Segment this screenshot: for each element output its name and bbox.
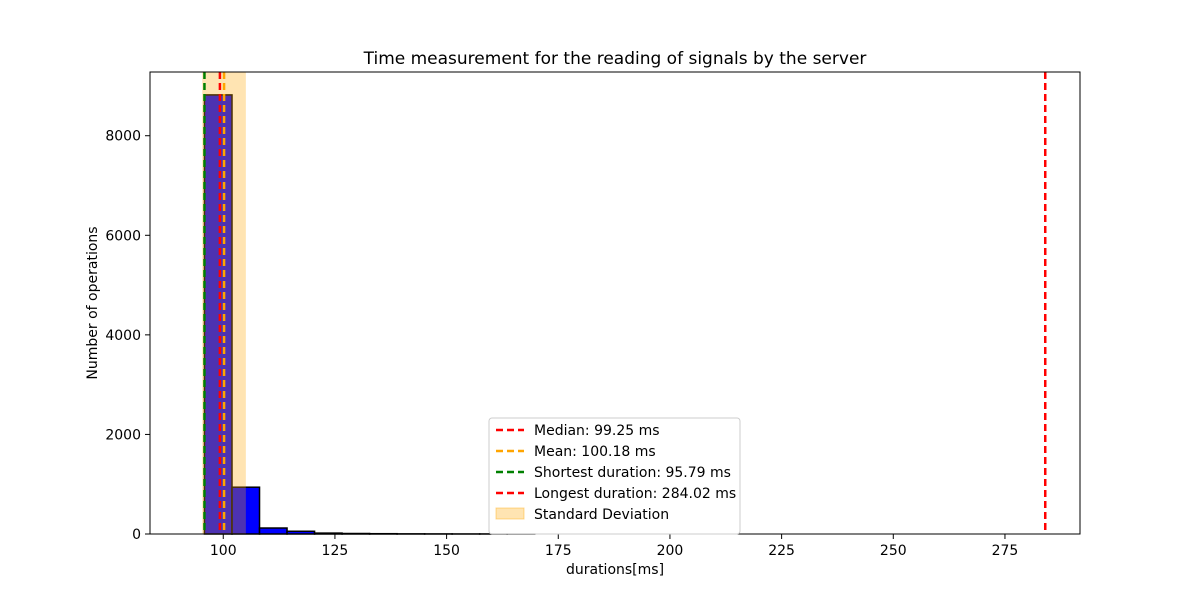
y-tick-label: 8000 bbox=[105, 129, 141, 145]
legend-label: Median: 99.25 ms bbox=[534, 423, 660, 439]
x-tick-label: 275 bbox=[992, 543, 1019, 559]
x-tick-label: 200 bbox=[657, 543, 684, 559]
legend: Median: 99.25 ms Mean: 100.18 ms Shortest … bbox=[488, 417, 741, 535]
legend-label: Shortest duration: 95.79 ms bbox=[534, 465, 731, 481]
chart-title: Time measurement for the reading of sign… bbox=[363, 49, 867, 69]
legend-label: Standard Deviation bbox=[534, 507, 669, 523]
x-tick-label: 175 bbox=[545, 543, 572, 559]
y-axis-label: Number of operations bbox=[85, 226, 101, 379]
x-tick-label: 150 bbox=[433, 543, 460, 559]
x-tick-label: 100 bbox=[210, 543, 237, 559]
x-axis: 100 125 150 175 200 225 250 275 bbox=[210, 534, 1018, 559]
y-tick-label: 4000 bbox=[105, 328, 141, 344]
legend-box bbox=[488, 417, 741, 535]
y-tick-label: 2000 bbox=[105, 427, 141, 443]
y-tick-label: 0 bbox=[132, 527, 141, 543]
x-tick-label: 225 bbox=[768, 543, 795, 559]
histogram-bar bbox=[258, 527, 288, 535]
legend-swatch bbox=[495, 507, 525, 520]
y-tick-label: 6000 bbox=[105, 228, 141, 244]
x-axis-label: durations[ms] bbox=[566, 562, 664, 578]
x-tick-label: 250 bbox=[880, 543, 907, 559]
legend-label: Longest duration: 284.02 ms bbox=[534, 486, 736, 502]
y-axis: 0 2000 4000 6000 8000 bbox=[105, 129, 150, 543]
legend-label: Mean: 100.18 ms bbox=[534, 444, 656, 460]
x-tick-label: 125 bbox=[322, 543, 349, 559]
